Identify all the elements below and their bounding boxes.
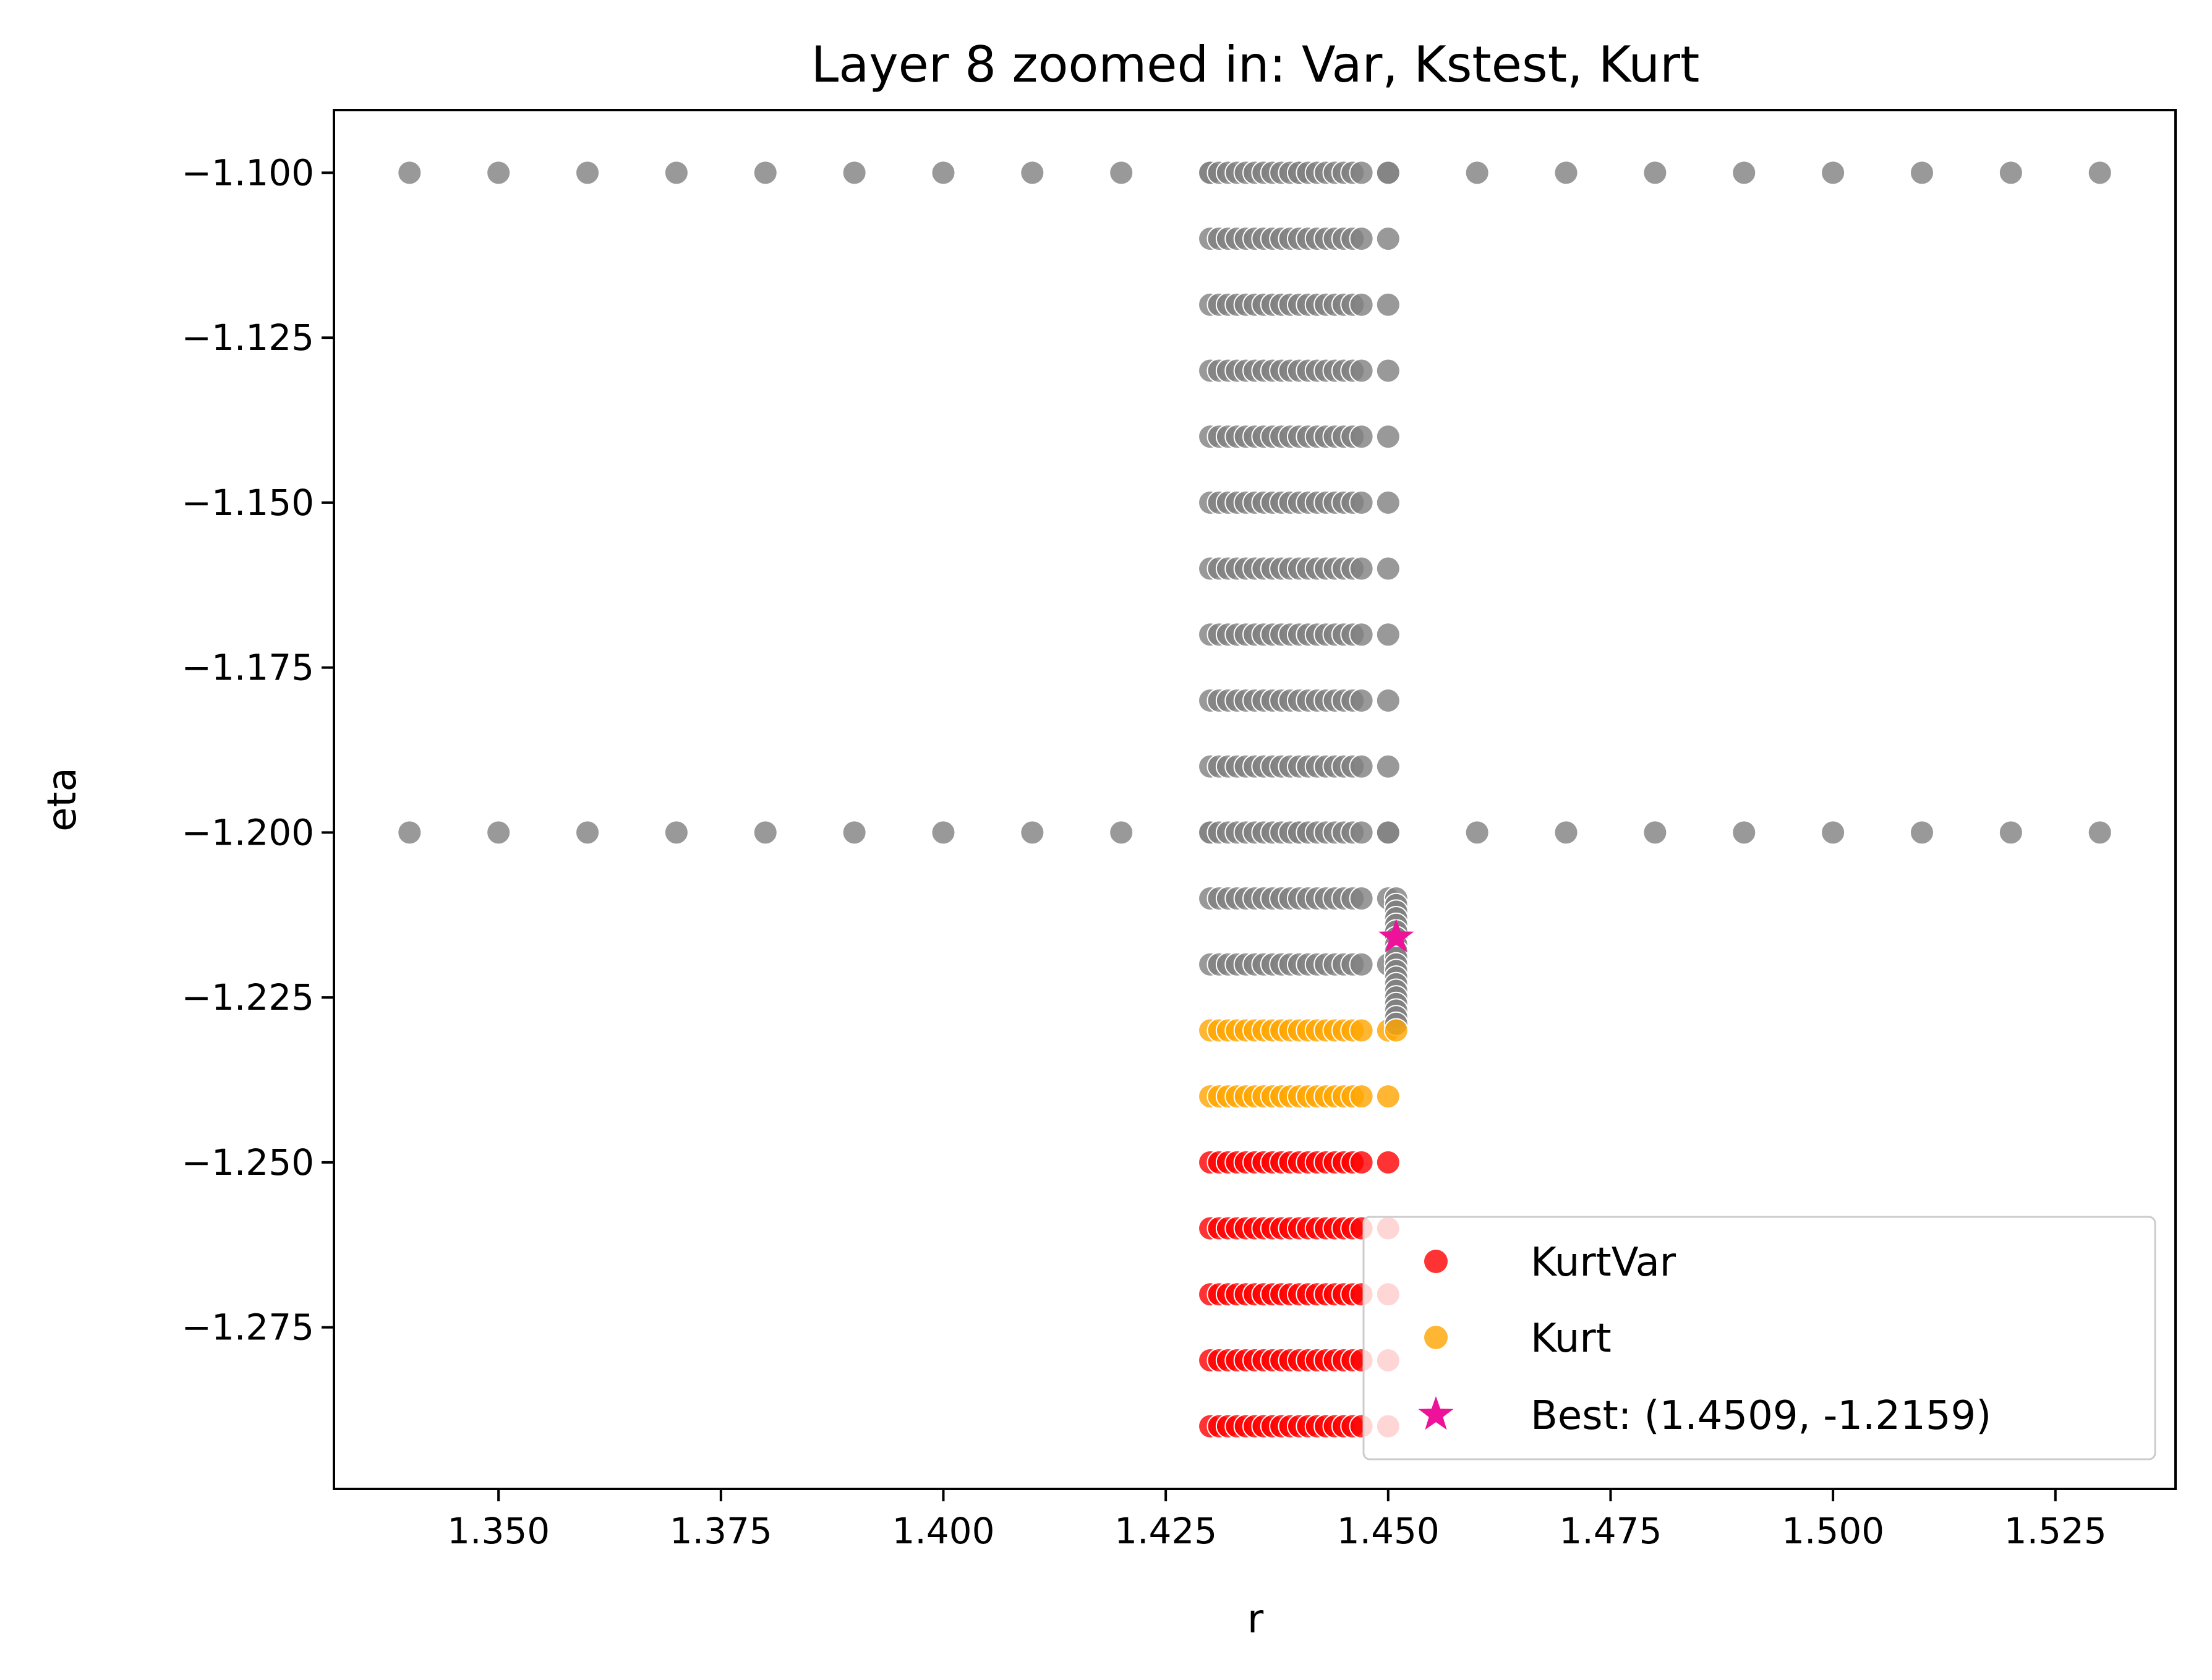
data-point	[1375, 292, 1401, 317]
data-point	[1375, 688, 1401, 713]
data-point	[1383, 1018, 1409, 1043]
data-point	[842, 820, 867, 845]
y-tick-label: −1.275	[181, 1307, 314, 1349]
data-point	[664, 820, 689, 845]
data-point	[1553, 820, 1579, 845]
data-point	[1349, 1084, 1374, 1109]
data-point	[1821, 160, 1846, 185]
data-point	[1998, 160, 2023, 185]
data-point	[1375, 160, 1401, 185]
x-tick-label: 1.475	[1559, 1510, 1662, 1552]
data-point	[1375, 1149, 1401, 1175]
legend-marker-best	[1418, 1396, 1454, 1430]
y-tick-label: −1.200	[181, 811, 314, 853]
data-point	[1349, 424, 1374, 450]
data-point	[1909, 160, 1934, 185]
data-point	[931, 160, 956, 185]
data-point	[1464, 820, 1490, 845]
data-point	[1375, 424, 1401, 450]
data-point	[753, 160, 778, 185]
data-point	[1464, 160, 1490, 185]
legend-marker-kurtvar	[1424, 1250, 1448, 1273]
data-point	[1642, 820, 1668, 845]
data-point	[1998, 820, 2023, 845]
data-point	[842, 160, 867, 185]
data-point	[1349, 358, 1374, 383]
x-tick-label: 1.450	[1337, 1510, 1440, 1552]
data-point	[1375, 622, 1401, 647]
data-point	[397, 820, 422, 845]
y-tick-label: −1.125	[181, 317, 314, 359]
data-point	[753, 820, 778, 845]
data-point	[575, 820, 600, 845]
data-point	[1349, 292, 1374, 317]
data-point	[1821, 820, 1846, 845]
y-axis-label: eta	[40, 767, 85, 832]
data-point	[1349, 490, 1374, 515]
data-point	[1375, 490, 1401, 515]
data-point	[1109, 160, 1134, 185]
data-point	[1349, 1018, 1374, 1043]
data-point	[931, 820, 956, 845]
data-point	[1375, 754, 1401, 779]
data-point	[486, 820, 511, 845]
legend-label-best: Best: (1.4509, -1.2159)	[1531, 1393, 1991, 1439]
data-point	[1375, 358, 1401, 383]
legend-label-kurt: Kurt	[1531, 1316, 1612, 1362]
data-point	[1375, 820, 1401, 845]
data-point	[2087, 820, 2112, 845]
data-point	[486, 160, 511, 185]
data-point	[1375, 226, 1401, 252]
data-points	[397, 160, 2112, 1439]
legend-marker-kurt	[1424, 1326, 1448, 1349]
data-point	[397, 160, 422, 185]
plot-area-frame	[333, 109, 2177, 1490]
legend-label-kurtvar: KurtVar	[1531, 1240, 1676, 1286]
data-point	[1732, 820, 1757, 845]
data-point	[1349, 820, 1374, 845]
x-tick-label: 1.425	[1114, 1510, 1217, 1552]
y-tick-label: −1.225	[181, 976, 314, 1018]
legend: KurtVar Kurt Best: (1.4509, -1.2159)	[1362, 1216, 2156, 1460]
data-point	[1349, 556, 1374, 581]
y-axis-ticks: −1.100 −1.125 −1.150 −1.175 −1.200 −1.225 −1.2…	[181, 151, 334, 1349]
data-point	[2087, 160, 2112, 185]
y-tick-label: −1.150	[181, 482, 314, 524]
x-tick-label: 1.350	[447, 1510, 550, 1552]
x-axis-label: r	[1247, 1597, 1264, 1642]
data-point	[664, 160, 689, 185]
data-point	[1732, 160, 1757, 185]
data-point	[1642, 160, 1668, 185]
data-point	[1375, 556, 1401, 581]
y-tick-label: −1.100	[181, 151, 314, 194]
x-tick-label: 1.500	[1782, 1510, 1884, 1552]
data-point	[1349, 1149, 1374, 1175]
x-tick-label: 1.375	[670, 1510, 772, 1552]
best-point-star	[1378, 919, 1414, 953]
data-point	[1349, 952, 1374, 977]
chart-title: Layer 8 zoomed in: Var, Kstest, Kurt	[811, 36, 1700, 93]
data-point	[1375, 1084, 1401, 1109]
data-point	[1349, 754, 1374, 779]
data-point	[1109, 820, 1134, 845]
x-tick-label: 1.400	[892, 1510, 994, 1552]
data-point	[1349, 886, 1374, 911]
legend-box	[1362, 1216, 2156, 1460]
data-point	[1909, 820, 1934, 845]
data-point	[1020, 160, 1045, 185]
data-point	[1020, 820, 1045, 845]
y-tick-label: −1.250	[181, 1141, 314, 1183]
data-point	[575, 160, 600, 185]
y-tick-label: −1.175	[181, 647, 314, 689]
x-axis-ticks: 1.350 1.375 1.400 1.425 1.450 1.475 1.500 1.525	[447, 1489, 2107, 1552]
x-tick-label: 1.525	[2004, 1510, 2107, 1552]
data-point	[1349, 160, 1374, 185]
data-point	[1349, 226, 1374, 252]
data-point	[1553, 160, 1579, 185]
data-point	[1349, 688, 1374, 713]
data-point	[1349, 622, 1374, 647]
